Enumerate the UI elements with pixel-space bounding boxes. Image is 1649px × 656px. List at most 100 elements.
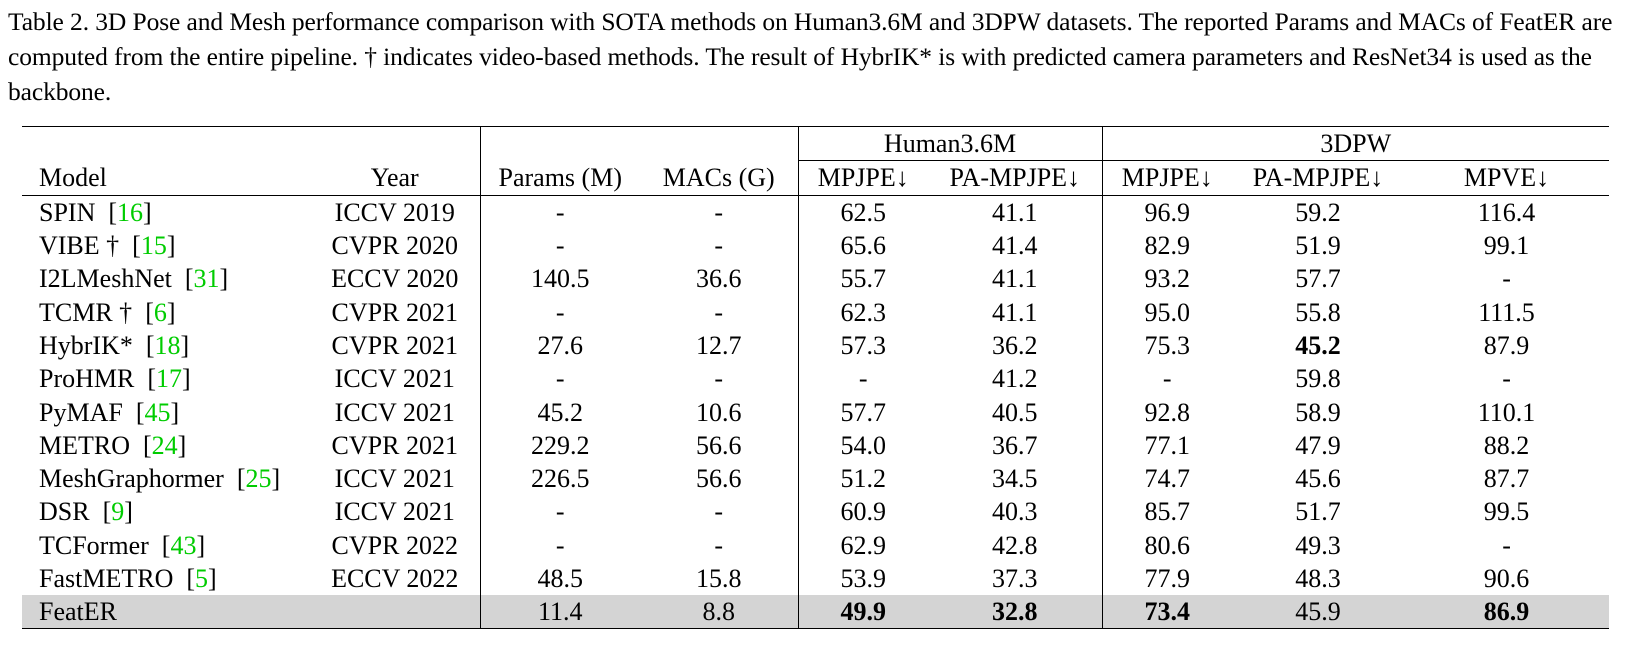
3dpw-mpve-cell: 99.1 <box>1483 231 1530 261</box>
year-cell: ICCV 2021 <box>310 395 481 429</box>
header-h36m-mpjpe: MPJPE↓ <box>798 160 928 196</box>
params-cell: - <box>555 197 565 227</box>
3dpw-mpjpe-cell: 80.6 <box>1144 530 1191 560</box>
3dpw-pa-mpjpe-cell: 51.7 <box>1295 497 1341 527</box>
params-cell: 226.5 <box>531 464 590 494</box>
model-cell: MeshGraphormer [25] <box>39 464 281 494</box>
model-name: TCFormer <box>39 530 149 560</box>
params-cell: - <box>555 530 565 560</box>
citation-link[interactable]: 18 <box>154 330 181 360</box>
3dpw-mpjpe-cell: 82.9 <box>1144 231 1191 261</box>
table-row: TCFormer [43] CVPR 2022 - - 62.9 42.8 80.6 49.3… <box>22 528 1609 562</box>
h36m-pa-mpjpe-cell: 37.3 <box>928 561 1103 596</box>
h36m-mpjpe-cell: 60.9 <box>840 497 887 527</box>
year-cell: CVPR 2021 <box>310 295 481 329</box>
params-cell: - <box>555 297 565 327</box>
model-name: MeshGraphormer <box>39 464 224 494</box>
h36m-pa-mpjpe-cell: 41.4 <box>928 228 1103 263</box>
h36m-mpjpe-cell: 53.9 <box>840 564 887 593</box>
citation-link[interactable]: 6 <box>153 297 167 327</box>
citation-link[interactable]: 25 <box>245 464 272 494</box>
table-row: TCMR † [6] CVPR 2021 - - 62.3 41.1 95.0 55.8 111… <box>22 295 1609 329</box>
model-name: PyMAF <box>39 397 123 427</box>
citation-link[interactable]: 17 <box>156 364 183 394</box>
3dpw-pa-mpjpe-cell: 59.2 <box>1295 197 1341 227</box>
header-h36m-pa-mpjpe: PA-MPJPE↓ <box>928 160 1103 196</box>
citation-link[interactable]: 5 <box>195 564 209 593</box>
h36m-pa-mpjpe-cell: 40.3 <box>928 495 1103 529</box>
year-cell <box>310 595 481 630</box>
3dpw-mpjpe-cell: - <box>1162 364 1172 394</box>
citation-link[interactable]: 24 <box>151 430 178 460</box>
model-cell: VIBE † [15] <box>39 231 176 261</box>
3dpw-mpjpe-cell: 92.8 <box>1144 397 1191 427</box>
table-row: MeshGraphormer [25] ICCV 2021 226.5 56.6 51.… <box>22 461 1609 496</box>
3dpw-pa-mpjpe-cell: 47.9 <box>1295 430 1341 460</box>
h36m-pa-mpjpe-cell: 36.7 <box>928 428 1103 462</box>
model-name: VIBE † <box>39 231 120 261</box>
model-cell: METRO [24] <box>39 430 187 460</box>
year-cell: ICCV 2021 <box>310 461 481 496</box>
model-name: DSR <box>39 497 90 527</box>
model-cell: PyMAF [45] <box>39 397 180 427</box>
3dpw-mpjpe-cell: 77.9 <box>1144 564 1191 593</box>
year-cell: CVPR 2022 <box>310 528 481 562</box>
params-cell: 140.5 <box>531 264 590 294</box>
model-cell: ProHMR [17] <box>39 364 191 394</box>
table-row: SPIN [16] ICCV 2019 - - 62.5 41.1 96.9 59.2 116.… <box>22 195 1609 229</box>
h36m-pa-mpjpe-cell: 34.5 <box>928 461 1103 496</box>
3dpw-mpve-cell: 116.4 <box>1477 197 1536 227</box>
3dpw-mpjpe-cell: 75.3 <box>1144 330 1191 360</box>
3dpw-mpve-cell: 111.5 <box>1478 297 1535 327</box>
citation-link[interactable]: 43 <box>170 530 197 560</box>
model-cell: SPIN [16] <box>39 197 152 227</box>
3dpw-mpve-cell: 87.9 <box>1483 330 1530 360</box>
model-name: HybrIK* <box>39 330 133 360</box>
table-row: DSR [9] ICCV 2021 - - 60.9 40.3 85.7 51.7 99.5 <box>22 495 1609 529</box>
citation-link[interactable]: 31 <box>193 264 220 294</box>
h36m-pa-mpjpe-cell: 36.2 <box>928 328 1103 363</box>
3dpw-mpve-cell: 110.1 <box>1477 397 1536 427</box>
header-macs: MACs (G) <box>640 160 799 196</box>
3dpw-pa-mpjpe-cell: 59.8 <box>1295 364 1341 394</box>
model-cell: FeatER <box>22 595 310 630</box>
model-name: ProHMR <box>39 364 135 394</box>
3dpw-pa-mpjpe-cell: 51.9 <box>1295 231 1341 261</box>
macs-cell: - <box>640 528 799 562</box>
macs-cell: - <box>640 295 799 329</box>
params-cell: - <box>555 497 565 527</box>
year-cell: CVPR 2021 <box>310 328 481 363</box>
model-cell: TCMR † [6] <box>39 297 176 327</box>
h36m-mpjpe-cell: 62.5 <box>840 197 887 227</box>
params-cell: 48.5 <box>537 564 584 593</box>
params-cell: - <box>555 364 565 394</box>
table-row: HybrIK* [18] CVPR 2021 27.6 12.7 57.3 36.2 75.… <box>22 328 1609 363</box>
3dpw-pa-mpjpe-cell: 45.9 <box>1232 595 1405 630</box>
model-name: I2LMeshNet <box>39 264 172 294</box>
citation-link[interactable]: 45 <box>144 397 171 427</box>
year-cell: CVPR 2021 <box>310 428 481 462</box>
h36m-mpjpe-cell: 55.7 <box>840 264 887 294</box>
model-name: FastMETRO <box>39 564 174 593</box>
table-row: METRO [24] CVPR 2021 229.2 56.6 54.0 36.7 77.1… <box>22 428 1609 462</box>
macs-cell: - <box>640 195 799 229</box>
citation-link[interactable]: 15 <box>140 231 167 261</box>
table-caption: Table 2. 3D Pose and Mesh performance co… <box>8 7 1613 106</box>
params-cell: 45.2 <box>537 397 584 427</box>
header-3dpw-mpjpe: MPJPE↓ <box>1102 160 1233 196</box>
3dpw-mpjpe-cell: 77.1 <box>1144 430 1191 460</box>
group-header-row: Human3.6M 3DPW <box>22 125 1610 162</box>
macs-cell: - <box>640 362 799 396</box>
macs-cell: 15.8 <box>640 561 799 596</box>
group-3dpw: 3DPW <box>1102 125 1610 162</box>
3dpw-pa-mpjpe-cell: 48.3 <box>1295 564 1341 593</box>
citation-link[interactable]: 16 <box>117 197 144 227</box>
h36m-pa-mpjpe-cell: 32.8 <box>928 595 1103 630</box>
h36m-pa-mpjpe-cell: 42.8 <box>928 528 1103 562</box>
macs-cell: 8.8 <box>640 595 799 630</box>
3dpw-mpve-cell: 87.7 <box>1483 464 1530 494</box>
h36m-mpjpe-cell: 62.3 <box>840 297 887 327</box>
3dpw-mpve-cell: 99.5 <box>1483 497 1530 527</box>
citation-link[interactable]: 9 <box>111 497 125 527</box>
table-row: PyMAF [45] ICCV 2021 45.2 10.6 57.7 40.5 92.8 5… <box>22 395 1609 429</box>
